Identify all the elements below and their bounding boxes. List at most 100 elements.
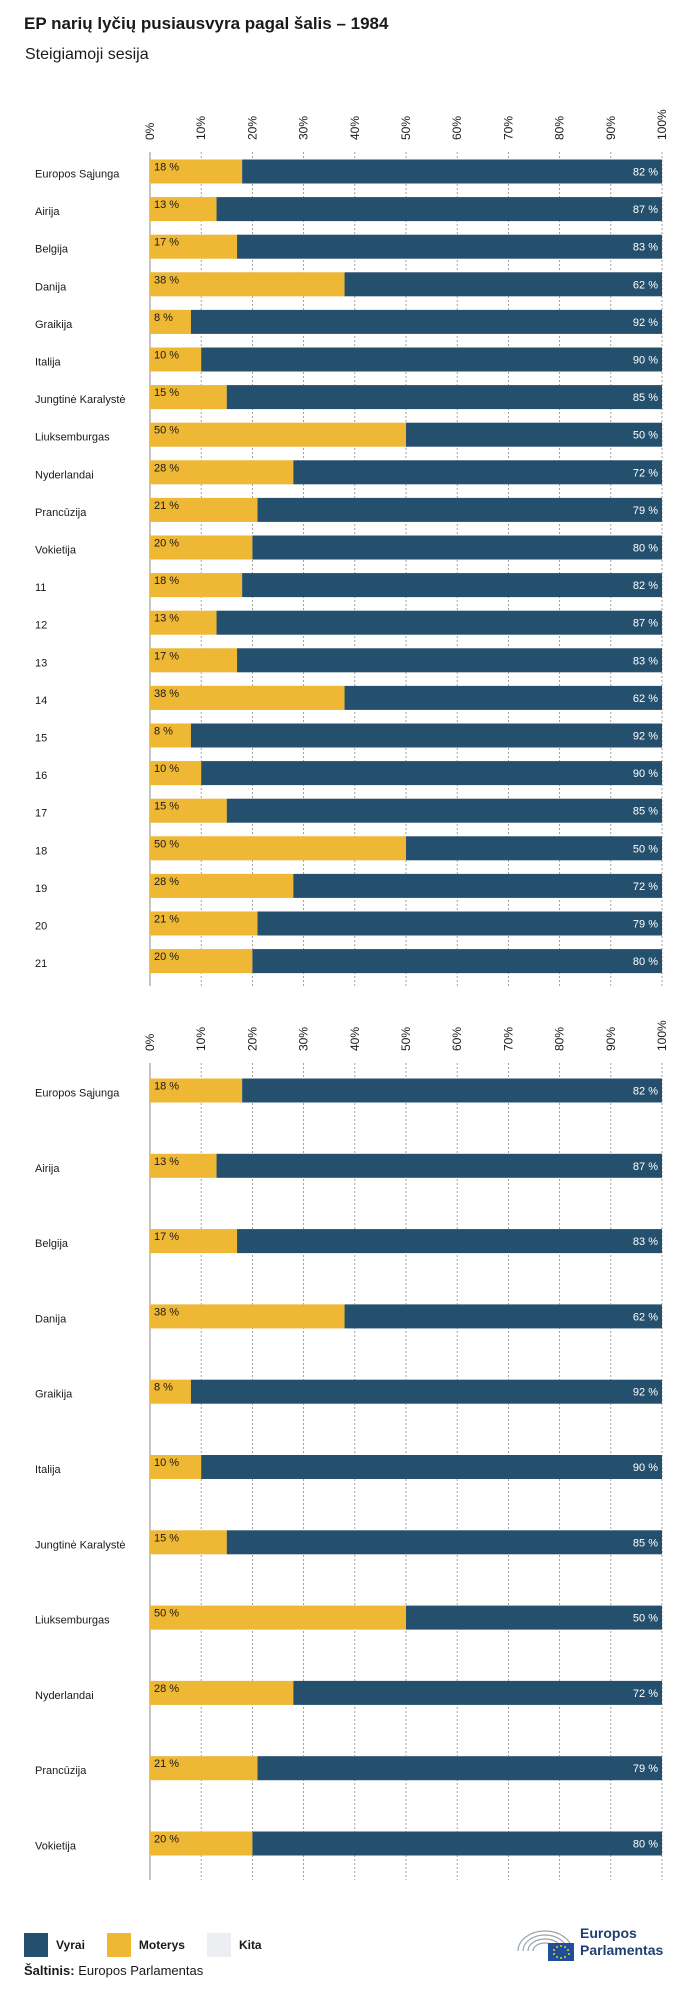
european-parliament-logo: Europos Parlamentas xyxy=(514,1921,684,1965)
bar-vyrai xyxy=(252,949,662,974)
legend-swatch-vyrai xyxy=(24,1933,48,1957)
x-tick-label: 20% xyxy=(245,1027,259,1051)
data-label-moterys: 21 % xyxy=(154,1758,179,1770)
x-tick-label: 90% xyxy=(604,1027,618,1051)
data-label-vyrai: 72 % xyxy=(633,467,658,479)
bar-moterys xyxy=(150,685,345,710)
bar-moterys xyxy=(150,1455,202,1479)
data-label-vyrai: 50 % xyxy=(633,843,658,855)
logo-line-1: Europos xyxy=(580,1925,637,1941)
data-label-moterys: 10 % xyxy=(154,1457,179,1469)
data-label-moterys: 13 % xyxy=(154,1156,179,1168)
x-tick-label: 80% xyxy=(553,116,567,140)
data-label-moterys: 50 % xyxy=(154,838,179,850)
legend-label-kita: Kita xyxy=(238,1938,262,1952)
bar-vyrai xyxy=(242,573,662,598)
data-label-moterys: 18 % xyxy=(154,162,179,174)
bar-moterys xyxy=(150,573,243,598)
bar-moterys xyxy=(150,1229,238,1254)
chart-panel-1: 0% 10% 20% 30% 40% 50% 60% 70% 80% 90% 100% Europos… xyxy=(35,109,669,986)
bar-vyrai xyxy=(226,1530,663,1555)
bar-moterys xyxy=(150,385,227,410)
x-tick-label: 10% xyxy=(194,116,208,140)
data-label-moterys: 18 % xyxy=(154,1081,179,1093)
data-label-vyrai: 83 % xyxy=(633,1236,658,1248)
data-label-vyrai: 79 % xyxy=(633,505,658,517)
bar-vyrai xyxy=(216,1153,662,1178)
data-label-moterys: 13 % xyxy=(154,613,179,625)
data-label-moterys: 15 % xyxy=(154,387,179,399)
bar-vyrai xyxy=(242,1078,662,1103)
category-label: 12 xyxy=(35,620,47,632)
bar-vyrai xyxy=(242,159,662,184)
category-label: 13 xyxy=(35,657,47,669)
bar-moterys xyxy=(150,497,258,522)
legend-item-moterys: Moterys xyxy=(106,1933,185,1957)
data-label-vyrai: 90 % xyxy=(633,355,658,367)
x-tick-label: 20% xyxy=(245,116,259,140)
bar-moterys xyxy=(150,1605,406,1630)
data-label-moterys: 8 % xyxy=(154,312,173,324)
bar-moterys xyxy=(150,309,191,334)
bar-moterys xyxy=(150,1304,345,1329)
bar-moterys xyxy=(150,197,217,222)
bar-vyrai xyxy=(252,535,662,560)
bar-vyrai xyxy=(293,873,662,898)
category-label: 17 xyxy=(35,808,47,820)
data-label-vyrai: 83 % xyxy=(633,655,658,667)
data-label-moterys: 8 % xyxy=(154,726,173,738)
data-label-moterys: 18 % xyxy=(154,575,179,587)
bar-moterys xyxy=(150,949,253,974)
bar-vyrai xyxy=(190,1379,662,1404)
data-label-moterys: 38 % xyxy=(154,688,179,700)
data-label-vyrai: 72 % xyxy=(633,1688,658,1700)
data-label-vyrai: 80 % xyxy=(633,543,658,555)
category-label: 19 xyxy=(35,883,47,895)
data-label-moterys: 15 % xyxy=(154,801,179,813)
data-label-vyrai: 87 % xyxy=(633,1161,658,1173)
x-tick-label: 10% xyxy=(194,1027,208,1051)
category-label: Italija xyxy=(35,357,62,369)
data-label-moterys: 28 % xyxy=(154,876,179,888)
category-label: Nyderlandai xyxy=(35,1690,94,1702)
bar-moterys xyxy=(150,798,227,823)
category-label: Jungtinė Karalystė xyxy=(35,394,126,406)
data-label-moterys: 10 % xyxy=(154,763,179,775)
parliament-emblem-icon xyxy=(517,1930,574,1961)
data-label-vyrai: 82 % xyxy=(633,167,658,179)
data-label-moterys: 28 % xyxy=(154,1683,179,1695)
data-label-moterys: 17 % xyxy=(154,1231,179,1243)
bar-moterys xyxy=(150,610,217,635)
legend: Vyrai Moterys Kita xyxy=(24,1933,284,1957)
category-label: Danija xyxy=(35,1313,67,1325)
data-label-moterys: 17 % xyxy=(154,237,179,249)
legend-swatch-moterys xyxy=(106,1933,131,1957)
category-label: Europos Sąjunga xyxy=(35,1088,120,1100)
data-label-vyrai: 87 % xyxy=(633,204,658,216)
bar-vyrai xyxy=(257,911,662,936)
bar-vyrai xyxy=(344,1304,662,1329)
category-label: 20 xyxy=(35,921,47,933)
bar-vyrai xyxy=(237,234,663,259)
data-label-vyrai: 92 % xyxy=(633,1387,658,1399)
data-label-moterys: 13 % xyxy=(154,199,179,211)
x-tick-label: 0% xyxy=(143,122,157,140)
bar-vyrai xyxy=(344,685,662,710)
data-label-moterys: 50 % xyxy=(154,425,179,437)
bar-moterys xyxy=(150,347,202,372)
category-label: Airija xyxy=(35,1163,60,1175)
category-label: Graikija xyxy=(35,319,73,331)
data-label-vyrai: 85 % xyxy=(633,806,658,818)
bar-moterys xyxy=(150,648,238,673)
category-label: Belgija xyxy=(35,244,69,256)
data-label-vyrai: 62 % xyxy=(633,693,658,705)
category-label: 11 xyxy=(35,582,46,594)
bar-moterys xyxy=(150,535,253,560)
category-label: Jungtinė Karalystė xyxy=(35,1539,126,1551)
data-label-vyrai: 62 % xyxy=(633,279,658,291)
bar-vyrai xyxy=(293,1680,662,1705)
bar-moterys xyxy=(150,761,202,786)
data-label-moterys: 20 % xyxy=(154,538,179,550)
data-label-moterys: 8 % xyxy=(154,1382,173,1394)
x-tick-label: 0% xyxy=(143,1033,157,1051)
